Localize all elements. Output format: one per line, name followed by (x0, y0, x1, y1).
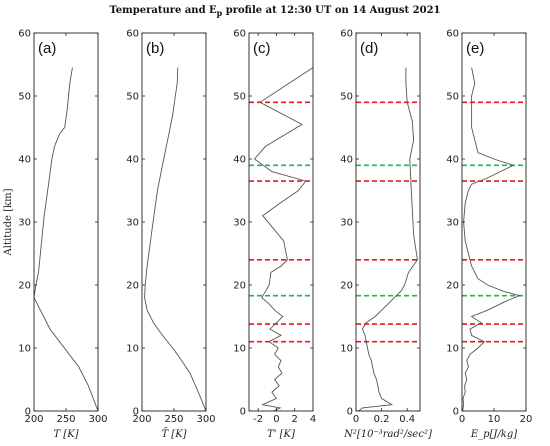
x-tick-label: 10 (488, 414, 501, 425)
x-tick-label: 0.4 (399, 414, 415, 425)
x-tick-label: 0 (273, 414, 279, 425)
x-tick-label: 0.2 (374, 414, 390, 425)
y-tick-label: 40 (233, 155, 246, 166)
series-line (144, 67, 207, 412)
x-tick-label: 250 (164, 414, 183, 425)
y-tick-label: 50 (446, 92, 459, 103)
axes-box (461, 32, 527, 412)
y-tick-label: 60 (126, 29, 139, 40)
x-tick-label: 0 (353, 414, 359, 425)
x-tick-label: 200 (132, 414, 151, 425)
x-tick-label: 250 (56, 414, 75, 425)
y-tick-label: 10 (126, 344, 139, 355)
x-axis-label: N²[10⁻³rad²/sec²] (343, 429, 432, 440)
y-tick-label: 0 (25, 407, 31, 418)
panel-b: 0 10 20 30 40 50 60 200 250 300 T̄ [K] (b) (126, 29, 215, 441)
panel-label: (c) (253, 40, 271, 57)
y-tick-label: 20 (340, 281, 353, 292)
y-axis-label: Altitude [km] (3, 188, 14, 256)
y-tick-label: 20 (446, 281, 459, 292)
y-tick-label: 30 (18, 218, 31, 229)
x-tick-label: 4 (310, 414, 316, 425)
y-tick-label: 30 (446, 218, 459, 229)
y-tick-label: 60 (340, 29, 353, 40)
panel-label: (a) (38, 40, 56, 57)
y-tick-label: 40 (340, 155, 353, 166)
y-tick-label: 40 (18, 155, 31, 166)
x-tick-label: -2 (253, 414, 263, 425)
y-tick-label: 60 (18, 29, 31, 40)
x-tick-label: 20 (520, 414, 533, 425)
panel-label: (b) (146, 40, 164, 57)
x-axis-label: E_p[J/kg] (470, 429, 517, 440)
x-tick-label: 200 (24, 414, 43, 425)
y-tick-label: 50 (340, 92, 353, 103)
figure-title: Temperature and Ep profile at 12:30 UT o… (109, 5, 440, 18)
x-axis-label: T [K] (53, 429, 78, 440)
y-tick-label: 10 (340, 344, 353, 355)
y-tick-label: 40 (446, 155, 459, 166)
y-tick-label: 60 (446, 29, 459, 40)
y-tick-label: 0 (133, 407, 139, 418)
panel-label: (d) (360, 40, 378, 57)
y-tick-label: 0 (453, 407, 459, 418)
y-tick-label: 10 (18, 344, 31, 355)
x-tick-label: 300 (88, 414, 107, 425)
axes-box (248, 32, 314, 412)
y-tick-label: 0 (240, 407, 246, 418)
panel-a: 0 10 20 30 40 50 60 200 250 300 T [K] (a) (18, 29, 107, 441)
y-tick-label: 10 (446, 344, 459, 355)
y-tick-label: 0 (347, 407, 353, 418)
x-axis-label: T̄ [K] (161, 428, 186, 440)
y-tick-label: 20 (18, 281, 31, 292)
x-axis-label: T' [K] (267, 429, 295, 440)
series-line (33, 67, 99, 412)
y-tick-label: 50 (18, 92, 31, 103)
series-line (358, 67, 418, 412)
y-tick-label: 20 (126, 281, 139, 292)
y-tick-label: 50 (233, 92, 246, 103)
y-tick-label: 30 (233, 218, 246, 229)
panel-d: 0 10 20 30 40 50 60 0 0.2 0.4 N²[10⁻³rad²/sec²] (d) (340, 29, 432, 441)
y-tick-label: 20 (233, 281, 246, 292)
series-line (253, 67, 314, 412)
x-tick-label: 300 (196, 414, 215, 425)
x-tick-label: 0 (459, 414, 465, 425)
y-tick-label: 10 (233, 344, 246, 355)
axes-box (141, 32, 207, 412)
y-tick-label: 60 (233, 29, 246, 40)
y-tick-label: 30 (340, 218, 353, 229)
axes-box (355, 32, 421, 412)
panel-c: 0 10 20 30 40 50 60 -2 0 2 4 T' [K] (c) (233, 29, 316, 441)
series-line (462, 67, 522, 412)
y-tick-label: 50 (126, 92, 139, 103)
x-tick-label: 2 (292, 414, 298, 425)
y-tick-label: 40 (126, 155, 139, 166)
y-tick-label: 30 (126, 218, 139, 229)
panel-label: (e) (466, 40, 484, 57)
